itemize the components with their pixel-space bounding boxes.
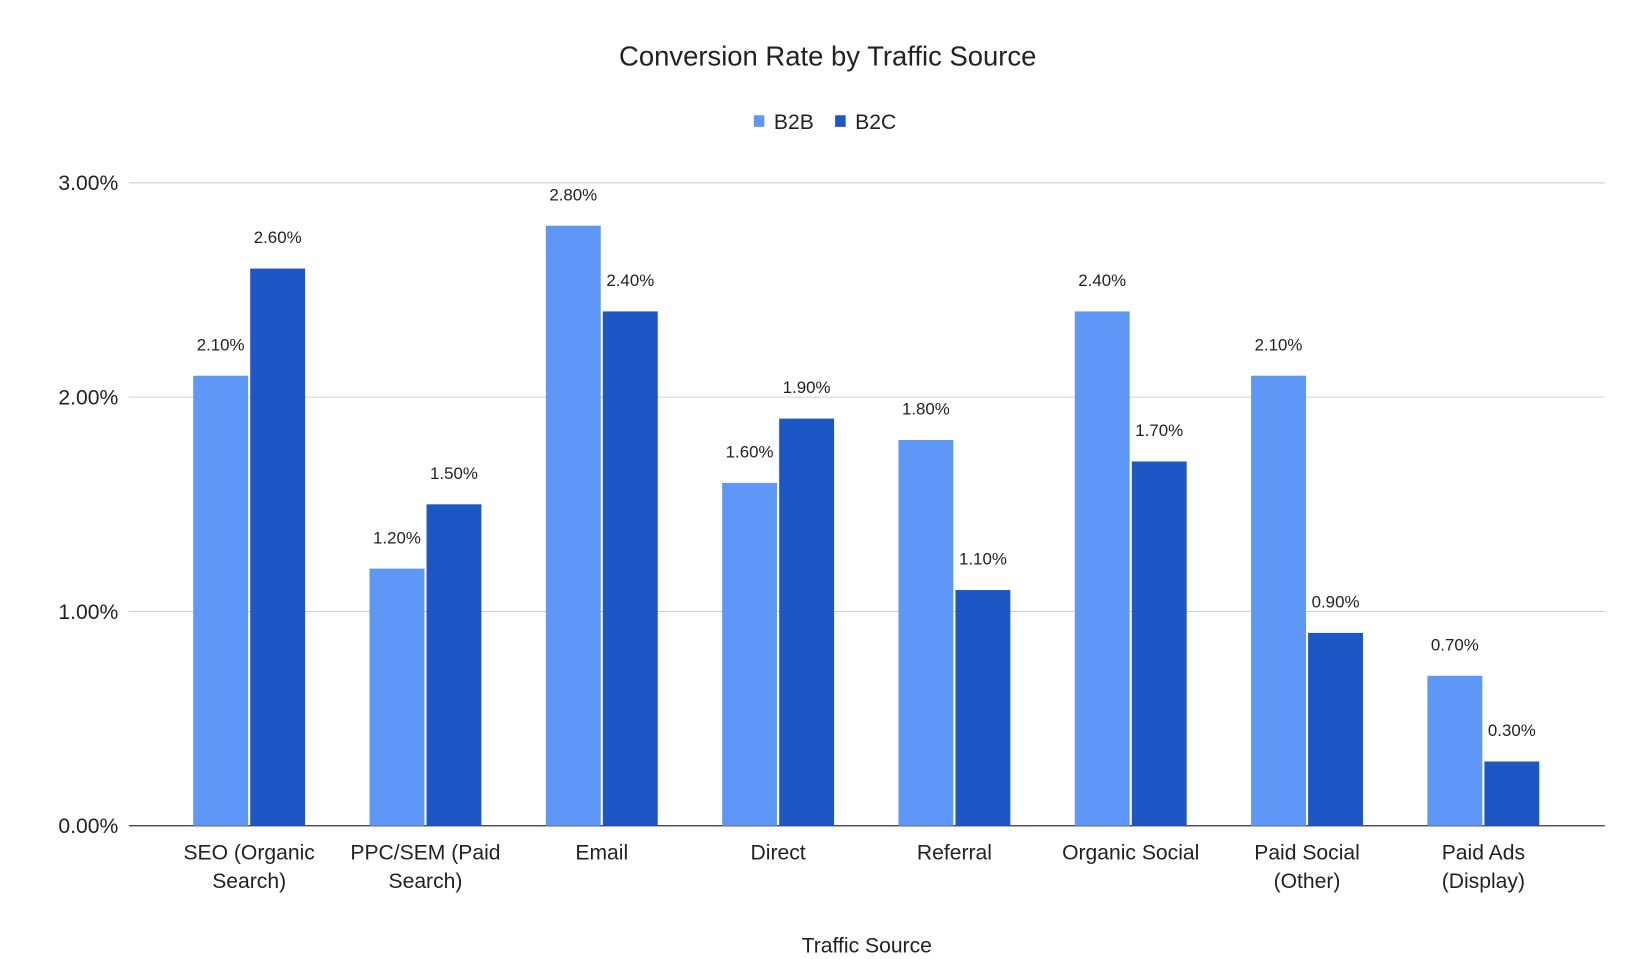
data-label: 2.10%: [197, 335, 245, 354]
bar-b2b: [1251, 375, 1306, 826]
x-tick-label: (Display): [1442, 870, 1525, 893]
data-label: 1.90%: [783, 378, 831, 397]
legend-swatch-b2b: [753, 115, 765, 127]
legend-swatch-b2c: [835, 115, 846, 127]
x-tick-label: Organic Social: [1062, 842, 1199, 865]
bar-b2b: [193, 375, 249, 826]
data-label: 1.10%: [959, 550, 1007, 569]
bar-b2c: [1484, 761, 1540, 826]
bar-b2b: [1427, 675, 1483, 826]
x-tick-label: SEO (Organic: [183, 842, 314, 865]
legend-label-b2b: B2B: [774, 111, 814, 134]
y-tick-label: 1.00%: [58, 601, 118, 624]
bar-b2b: [1074, 311, 1130, 826]
x-tick-label: Referral: [917, 842, 992, 865]
chart-title: Conversion Rate by Traffic Source: [619, 41, 1036, 72]
gridlines: 0.00% 1.00% 2.00% 3.00%: [58, 172, 1605, 838]
data-label: 2.80%: [549, 185, 597, 204]
data-label: 2.10%: [1255, 335, 1303, 354]
bar-b2c: [426, 504, 482, 826]
data-label: 1.20%: [373, 528, 421, 547]
x-tick-label: Direct: [751, 842, 806, 865]
data-label: 0.90%: [1312, 593, 1360, 612]
legend: B2B B2C: [753, 111, 896, 134]
bar-b2c: [1131, 461, 1187, 826]
data-label: 0.30%: [1488, 721, 1536, 740]
x-axis-categories: SEO (Organic Search) PPC/SEM (Paid Search) E…: [183, 842, 1525, 894]
legend-label-b2c: B2C: [855, 111, 896, 134]
bar-b2c: [955, 590, 1011, 826]
bars: 2.10% 2.60% 1.20% 1.50% 2.80% 2.40% 1.60% 1.90%…: [193, 185, 1540, 826]
x-tick-label: Search): [212, 870, 286, 893]
bar-b2b: [898, 440, 954, 826]
x-tick-label: Search): [389, 870, 463, 893]
bar-b2b: [545, 225, 601, 826]
x-tick-label: Email: [575, 842, 628, 865]
bar-b2c: [602, 311, 658, 826]
x-tick-label: (Other): [1274, 870, 1341, 893]
data-label: 1.70%: [1135, 421, 1183, 440]
y-tick-label: 2.00%: [58, 387, 118, 410]
x-axis-title: Traffic Source: [802, 934, 932, 957]
bar-b2b: [369, 568, 425, 826]
x-tick-label: PPC/SEM (Paid: [350, 842, 500, 865]
data-label: 1.80%: [902, 400, 950, 419]
bar-b2c: [1308, 632, 1363, 826]
x-tick-label: Paid Social: [1254, 842, 1360, 865]
x-tick-label: Paid Ads: [1442, 842, 1525, 865]
bar-b2b: [722, 482, 778, 826]
data-label: 1.50%: [430, 464, 478, 483]
bar-b2c: [250, 268, 306, 826]
data-label: 2.40%: [1078, 271, 1126, 290]
data-label: 2.60%: [254, 228, 302, 247]
y-tick-label: 3.00%: [58, 172, 118, 195]
data-label: 2.40%: [606, 271, 654, 290]
data-label: 0.70%: [1431, 635, 1479, 654]
data-label: 1.60%: [726, 443, 774, 462]
y-tick-label: 0.00%: [58, 815, 118, 838]
bar-b2c: [779, 418, 835, 826]
